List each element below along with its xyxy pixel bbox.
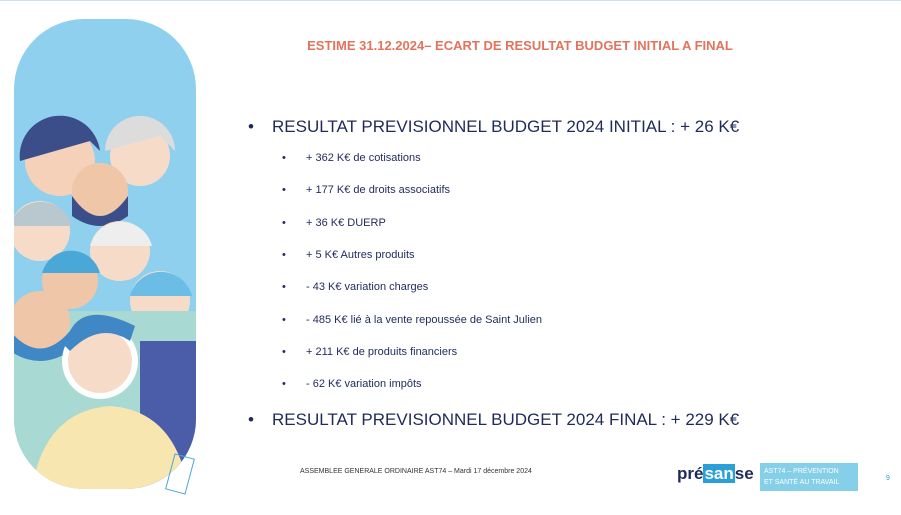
slide-title: ESTIME 31.12.2024– ECART DE RESULTAT BUD… [307,38,733,53]
bullet: • [282,378,286,391]
bullet: • [282,281,286,294]
bullet-text: + 362 K€ de cotisations [306,152,421,164]
page-number: 9 [886,475,890,482]
bullet-text: - 62 K€ variation impôts [306,378,422,391]
bullet-text: + 177 K€ de droits associatifs [306,184,450,197]
bullet: • [282,184,286,197]
logo-part: san [703,464,735,483]
bullet: • [282,313,286,326]
footer-text: ASSEMBLEE GENERALE ORDINAIRE AST74 – Mar… [300,468,532,475]
bullet: • [282,152,286,164]
logo-line: AST74 – PRÉVENTION [764,468,839,475]
logo-line: ET SANTÉ AU TRAVAIL [764,479,840,486]
bullet: • [248,117,254,136]
logo-ast74: AST74 – PRÉVENTION ET SANTÉ AU TRAVAIL [760,463,858,491]
logo-part: se [734,464,754,483]
bullet: • [282,216,286,229]
bullet: • [282,345,286,358]
bullet-text: + 36 K€ DUERP [306,216,386,229]
bullet-text: - 485 K€ lié à la vente repoussée de Sai… [306,313,543,326]
logo-presanse: présanse [677,464,754,484]
bullet-text: RESULTAT PREVISIONNEL BUDGET 2024 INITIA… [272,117,740,136]
bullet-text: + 211 K€ de produits financiers [306,345,458,358]
bullet: • [282,248,286,261]
bullet-text: - 43 K€ variation charges [306,281,429,294]
bullet-text: RESULTAT PREVISIONNEL BUDGET 2024 FINAL … [272,410,740,430]
bullet: • [248,410,254,430]
bullet-text: + 5 K€ Autres produits [306,248,415,261]
illustration [14,19,196,495]
logo-part: pré [677,464,704,483]
